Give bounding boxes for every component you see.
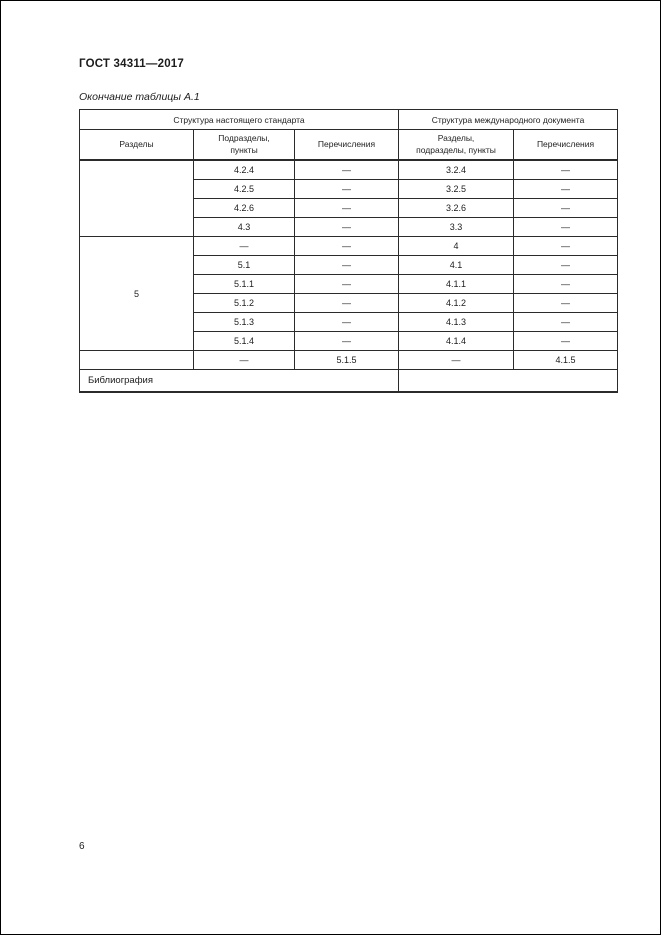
table-cell: 4.3: [193, 217, 295, 237]
table-group-header-row: Структура настоящего стандарта Структура…: [78, 109, 619, 130]
table-cell: —: [513, 293, 619, 313]
section-cell-empty: [79, 159, 194, 237]
table-cell: 4.1.3: [398, 312, 515, 332]
table-cell: —: [293, 312, 400, 332]
column-header-perechisleniya-left: Перечисления: [293, 129, 400, 161]
table-cell: —: [513, 255, 619, 275]
table-cell: —: [513, 159, 619, 180]
table-cell: 5.1: [193, 255, 295, 275]
table-cell: —: [513, 274, 619, 294]
table-cell: 4.1.1: [398, 274, 515, 294]
group-header-international: Структура международного документа: [398, 109, 619, 130]
table-row: 4.3 — 3.3 —: [80, 217, 619, 237]
table-cell: —: [293, 331, 400, 351]
table-cell: —: [193, 236, 295, 256]
table-cell: 4.1: [398, 255, 515, 275]
table-cell: —: [293, 236, 400, 256]
table-cell: 4: [398, 236, 515, 256]
table-cell: 4.2.5: [193, 179, 295, 199]
table-row: 5.1.1 — 4.1.1 —: [80, 274, 619, 294]
table-cell: 5.1.3: [193, 312, 295, 332]
table-cell: —: [513, 331, 619, 351]
correspondence-table: Структура настоящего стандарта Структура…: [78, 109, 619, 393]
column-header-podrazdely: Подразделы, пункты: [193, 129, 295, 161]
table-cell: 5.1.4: [193, 331, 295, 351]
column-header-razdely-podrazdely: Разделы, подразделы, пункты: [398, 129, 515, 161]
section-cell-5: 5: [79, 236, 194, 351]
table-cell: [79, 350, 194, 370]
table-cell: —: [293, 159, 400, 180]
table-cell: —: [398, 350, 515, 370]
table-row: 5.1.2 — 4.1.2 —: [80, 293, 619, 313]
table-column-header-row: Разделы Подразделы, пункты Перечисления …: [79, 129, 619, 161]
table-cell: 3.2.4: [398, 159, 515, 180]
table-row: 5 — — 4 —: [79, 236, 619, 351]
column-header-razdely: Разделы: [79, 129, 194, 161]
group-header-standard: Структура настоящего стандарта: [78, 109, 400, 130]
table-cell: 3.2.5: [398, 179, 515, 199]
table-caption: Окончание таблицы А.1: [79, 91, 200, 103]
table-cell: —: [513, 236, 619, 256]
table-cell: 4.1.4: [398, 331, 515, 351]
table-cell: 4.2.4: [193, 159, 295, 180]
bibliography-row: Библиография: [78, 369, 619, 393]
table-cell: —: [293, 198, 400, 218]
table-cell: —: [513, 217, 619, 237]
table-cell: 5.1.5: [293, 350, 400, 370]
page-number: 6: [79, 841, 85, 852]
table-cell: 4.1.2: [398, 293, 515, 313]
table-cell: —: [513, 198, 619, 218]
table-cell: 4.2.6: [193, 198, 295, 218]
table-cell: 5.1.2: [193, 293, 295, 313]
table-cell: 3.2.6: [398, 198, 515, 218]
bibliography-cell: Библиография: [78, 369, 400, 393]
table-row: 4.2.5 — 3.2.5 —: [80, 179, 619, 199]
column-header-perechisleniya-right: Перечисления: [513, 129, 619, 161]
table-row: — 5.1.5 — 4.1.5: [79, 350, 619, 370]
table-cell: —: [193, 350, 295, 370]
doc-number: ГОСТ 34311—2017: [79, 58, 184, 70]
table-cell: —: [293, 293, 400, 313]
table-cell: 3.3: [398, 217, 515, 237]
table-cell: 4.1.5: [513, 350, 619, 370]
table-cell: —: [293, 179, 400, 199]
table-row: 5.1.4 — 4.1.4 —: [80, 331, 619, 351]
table-cell: —: [293, 274, 400, 294]
table-cell: —: [293, 255, 400, 275]
table-cell: —: [513, 312, 619, 332]
table-cell: —: [293, 217, 400, 237]
table-cell: 5.1.1: [193, 274, 295, 294]
table-cell: [398, 369, 619, 393]
table-cell: —: [513, 179, 619, 199]
table-row: 4.2.4 — 3.2.4 —: [79, 159, 619, 237]
